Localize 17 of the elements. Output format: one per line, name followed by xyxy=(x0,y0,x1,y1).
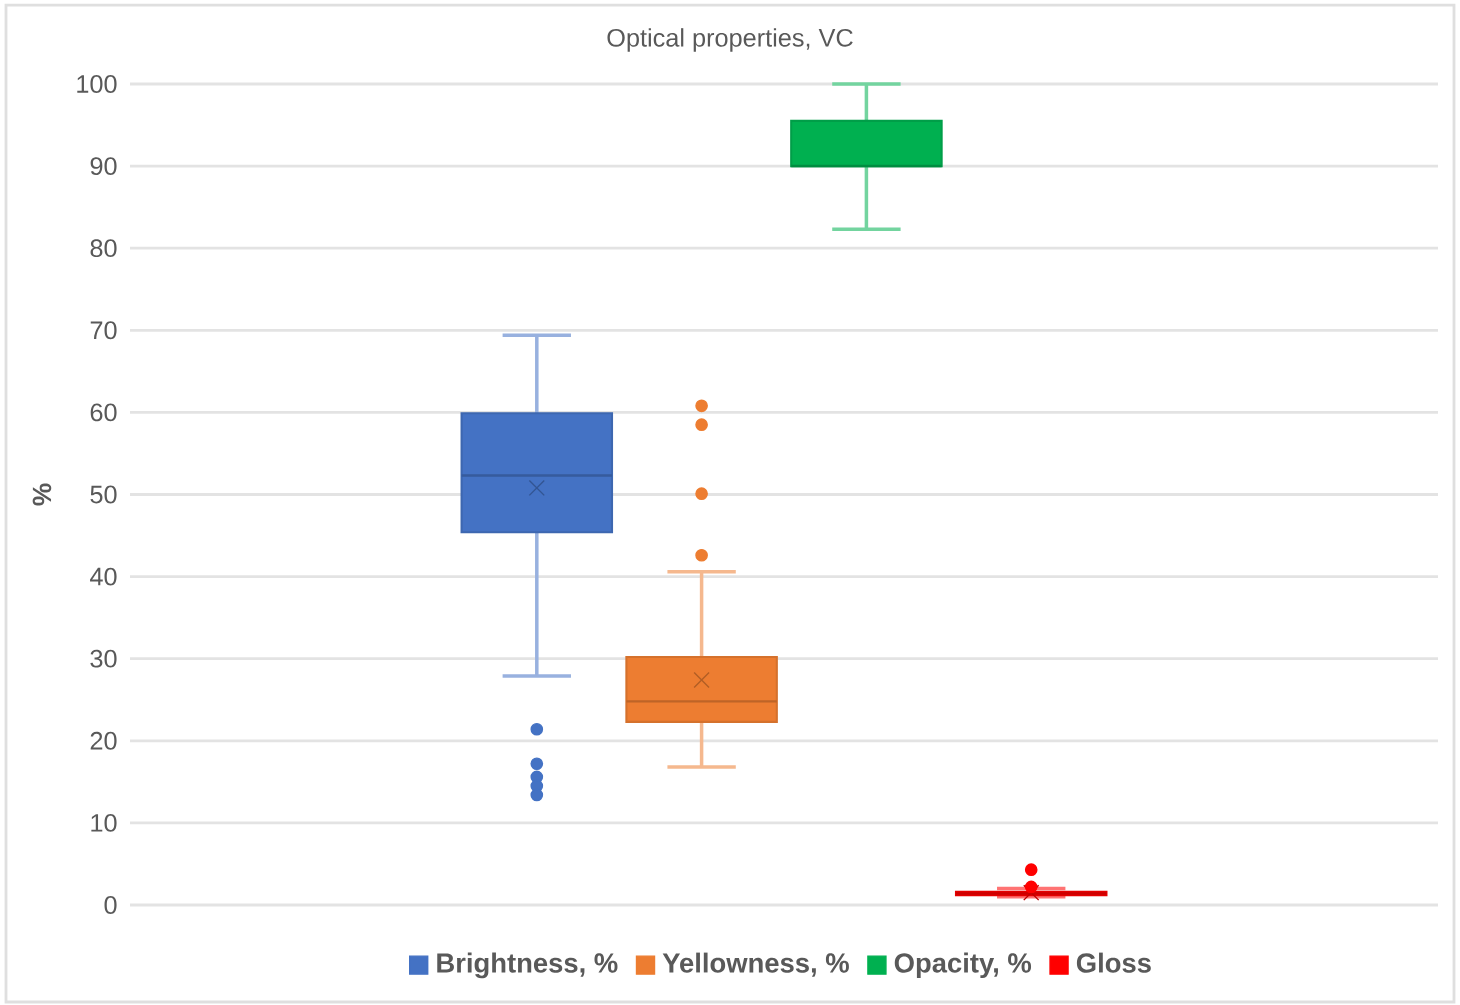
y-tick-label: 30 xyxy=(90,649,117,668)
y-tick-label: 70 xyxy=(90,321,117,340)
y-tick-label: 20 xyxy=(90,731,117,750)
y-tick-label: 80 xyxy=(90,239,117,258)
y-tick-label: 40 xyxy=(90,567,117,586)
y-tick-label: 0 xyxy=(104,896,117,914)
y-tick-label: 100 xyxy=(77,75,117,93)
legend-label: Opacity, % xyxy=(894,952,1032,979)
y-tick-label: 90 xyxy=(90,157,117,176)
y-tick-label: 60 xyxy=(90,403,117,422)
y-tick-label: 50 xyxy=(90,485,117,504)
y-axis-title: % xyxy=(32,483,52,506)
legend-label: Yellowness, % xyxy=(662,952,849,977)
legend-label: Brightness, % xyxy=(437,952,618,979)
chart-title: Optical properties, VC xyxy=(607,28,853,52)
y-tick-label: 10 xyxy=(91,813,117,832)
legend-label: Gloss xyxy=(1076,952,1151,973)
